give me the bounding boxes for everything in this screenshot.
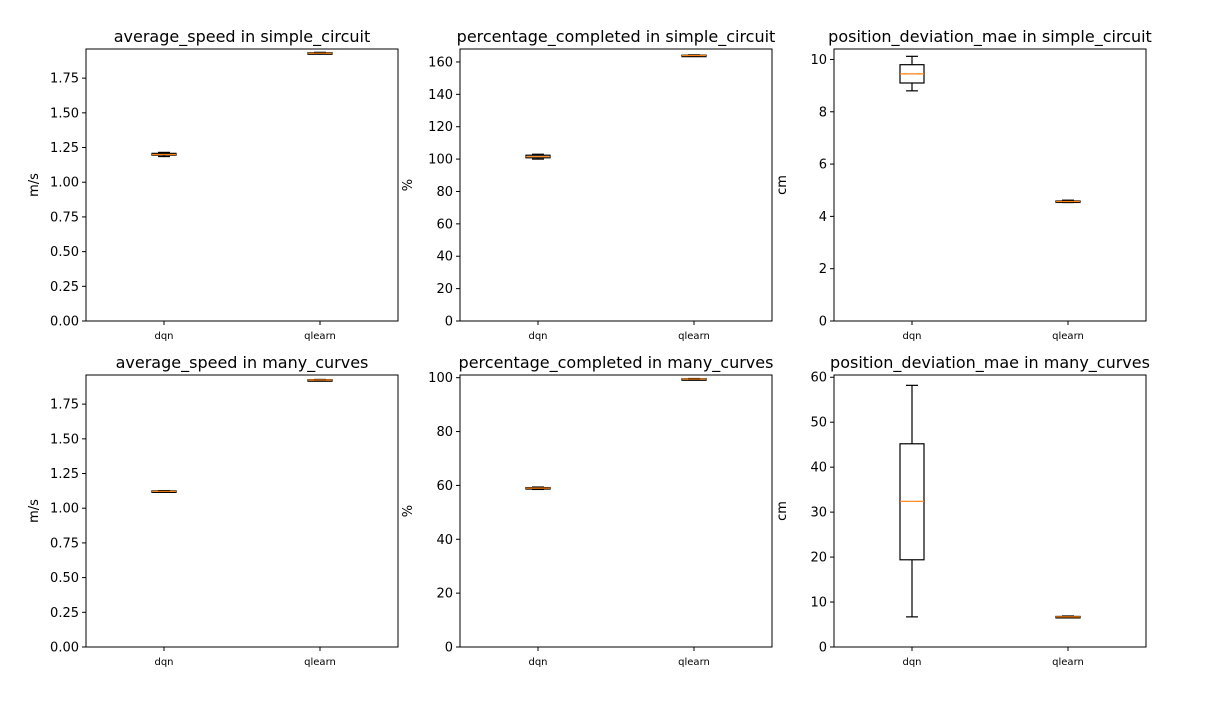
y-tick-label: 0.50 xyxy=(50,571,79,586)
plot-area xyxy=(460,49,772,321)
subplot-title: position_deviation_mae in simple_circuit xyxy=(828,27,1152,47)
y-tick-label: 0 xyxy=(819,641,827,656)
y-tick-label: 1.50 xyxy=(50,432,79,447)
y-tick-label: 50 xyxy=(810,416,827,431)
x-tick-label: qlearn xyxy=(678,657,710,668)
y-axis-label: cm xyxy=(775,175,790,195)
subplot-title: position_deviation_mae in many_curves xyxy=(830,353,1150,373)
y-axis-label: cm xyxy=(775,501,790,521)
subplot-title: average_speed in many_curves xyxy=(116,353,369,373)
x-tick-label: qlearn xyxy=(1052,331,1084,342)
y-axis-label: % xyxy=(401,179,416,191)
y-tick-label: 100 xyxy=(428,153,453,168)
y-tick-label: 0 xyxy=(445,641,453,656)
y-tick-label: 40 xyxy=(436,533,453,548)
y-tick-label: 1.75 xyxy=(50,72,79,87)
y-tick-label: 0.25 xyxy=(50,280,79,295)
x-tick-label: dqn xyxy=(902,657,921,668)
x-tick-label: dqn xyxy=(528,657,547,668)
y-tick-label: 0 xyxy=(445,315,453,330)
y-tick-label: 140 xyxy=(428,88,453,103)
y-tick-label: 1.75 xyxy=(50,398,79,413)
y-tick-label: 10 xyxy=(810,53,827,68)
y-tick-label: 20 xyxy=(810,551,827,566)
y-tick-label: 20 xyxy=(436,587,453,602)
y-tick-label: 1.00 xyxy=(50,502,79,517)
y-tick-label: 4 xyxy=(819,210,827,225)
y-tick-label: 120 xyxy=(428,120,453,135)
subplot-1: average_speed in simple_circuit m/s 0.00 0.… xyxy=(27,27,398,342)
subplot-title: average_speed in simple_circuit xyxy=(114,27,371,47)
y-axis-label: % xyxy=(401,505,416,517)
x-tick-label: qlearn xyxy=(304,331,336,342)
y-tick-label: 60 xyxy=(436,217,453,232)
y-tick-label: 30 xyxy=(810,506,827,521)
x-tick-label: dqn xyxy=(902,331,921,342)
y-tick-label: 0 xyxy=(819,315,827,330)
subplot-5: percentage_completed in many_curves% 0 20 4… xyxy=(401,353,773,668)
y-tick-label: 1.00 xyxy=(50,176,79,191)
subplot-title: percentage_completed in many_curves xyxy=(459,353,774,373)
plot-area xyxy=(86,49,398,321)
y-tick-label: 0.50 xyxy=(50,245,79,260)
plot-area xyxy=(460,375,772,647)
plot-area xyxy=(86,375,398,647)
x-tick-label: dqn xyxy=(154,331,173,342)
y-tick-label: 80 xyxy=(436,425,453,440)
y-tick-label: 100 xyxy=(428,371,453,386)
y-axis-label: m/s xyxy=(27,173,42,197)
y-tick-label: 10 xyxy=(810,596,827,611)
plot-area xyxy=(834,49,1146,321)
y-tick-label: 40 xyxy=(810,461,827,476)
y-tick-label: 2 xyxy=(819,262,827,277)
x-tick-label: qlearn xyxy=(1052,657,1084,668)
y-tick-label: 160 xyxy=(428,55,453,70)
y-tick-label: 40 xyxy=(436,250,453,265)
y-tick-label: 6 xyxy=(819,158,827,173)
y-tick-label: 1.50 xyxy=(50,106,79,121)
x-tick-label: qlearn xyxy=(678,331,710,342)
plot-area xyxy=(834,375,1146,647)
y-tick-label: 80 xyxy=(436,185,453,200)
y-tick-label: 20 xyxy=(436,282,453,297)
y-tick-label: 0.75 xyxy=(50,536,79,551)
subplot-title: percentage_completed in simple_circuit xyxy=(457,27,776,47)
y-tick-label: 60 xyxy=(436,479,453,494)
subplot-4: average_speed in many_curves m/s 0.00 0.25 0… xyxy=(27,353,398,668)
x-tick-label: dqn xyxy=(154,657,173,668)
y-tick-label: 0.25 xyxy=(50,606,79,621)
x-tick-label: dqn xyxy=(528,331,547,342)
y-tick-label: 0.00 xyxy=(50,315,79,330)
subplot-3: position_deviation_mae in simple_circuit… xyxy=(775,27,1152,342)
y-tick-label: 60 xyxy=(810,371,827,386)
y-tick-label: 1.25 xyxy=(50,141,79,156)
y-tick-label: 0.75 xyxy=(50,210,79,225)
subplot-2: percentage_completed in simple_circuit% 0… xyxy=(401,27,775,342)
y-tick-label: 0.00 xyxy=(50,641,79,656)
y-tick-label: 1.25 xyxy=(50,467,79,482)
y-axis-label: m/s xyxy=(27,499,42,523)
y-tick-label: 8 xyxy=(819,105,827,120)
x-tick-label: qlearn xyxy=(304,657,336,668)
